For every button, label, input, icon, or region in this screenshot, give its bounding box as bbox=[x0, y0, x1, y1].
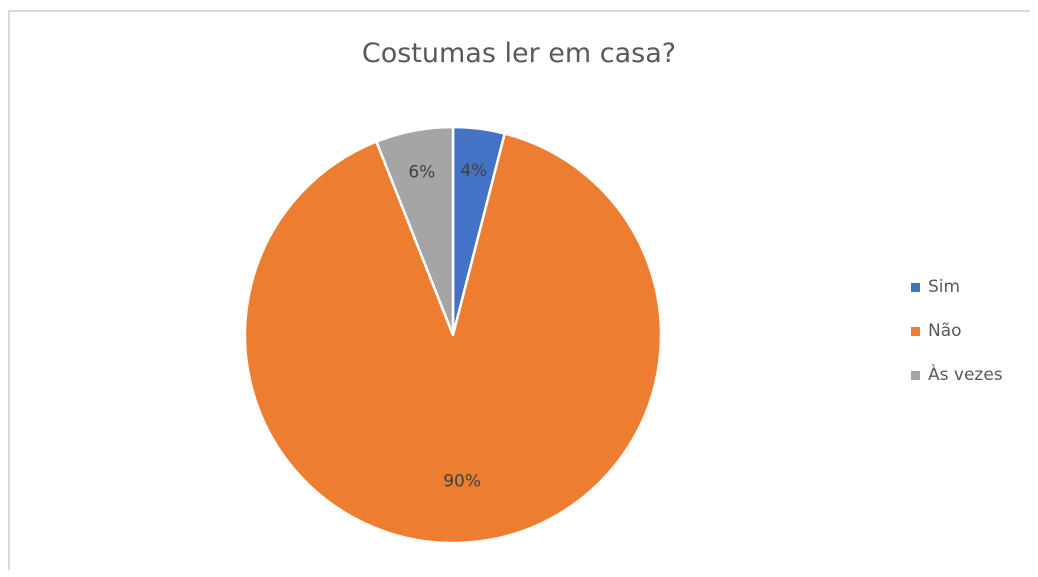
data-label-sim: 4% bbox=[460, 161, 487, 181]
chart-frame bbox=[8, 10, 1030, 570]
legend-swatch-sim bbox=[911, 282, 920, 292]
legend-item-as-vezes: Às vezes bbox=[911, 364, 1003, 386]
legend-label-as-vezes: Às vezes bbox=[928, 365, 1003, 385]
legend-label-sim: Sim bbox=[928, 277, 961, 297]
pie-slice-as-vezes bbox=[375, 125, 455, 337]
chart-title: Costumas ler em casa? bbox=[361, 38, 677, 69]
legend: Sim Não Às vezes bbox=[911, 276, 1003, 408]
data-label-nao: 90% bbox=[443, 471, 481, 491]
legend-label-nao: Não bbox=[928, 321, 962, 341]
pie-slice-nao bbox=[243, 132, 663, 545]
legend-item-sim: Sim bbox=[911, 276, 1003, 298]
legend-swatch-nao bbox=[911, 326, 920, 336]
data-label-as-vezes: 6% bbox=[408, 163, 435, 183]
legend-swatch-as-vezes bbox=[911, 370, 920, 380]
legend-item-nao: Não bbox=[911, 320, 1003, 342]
